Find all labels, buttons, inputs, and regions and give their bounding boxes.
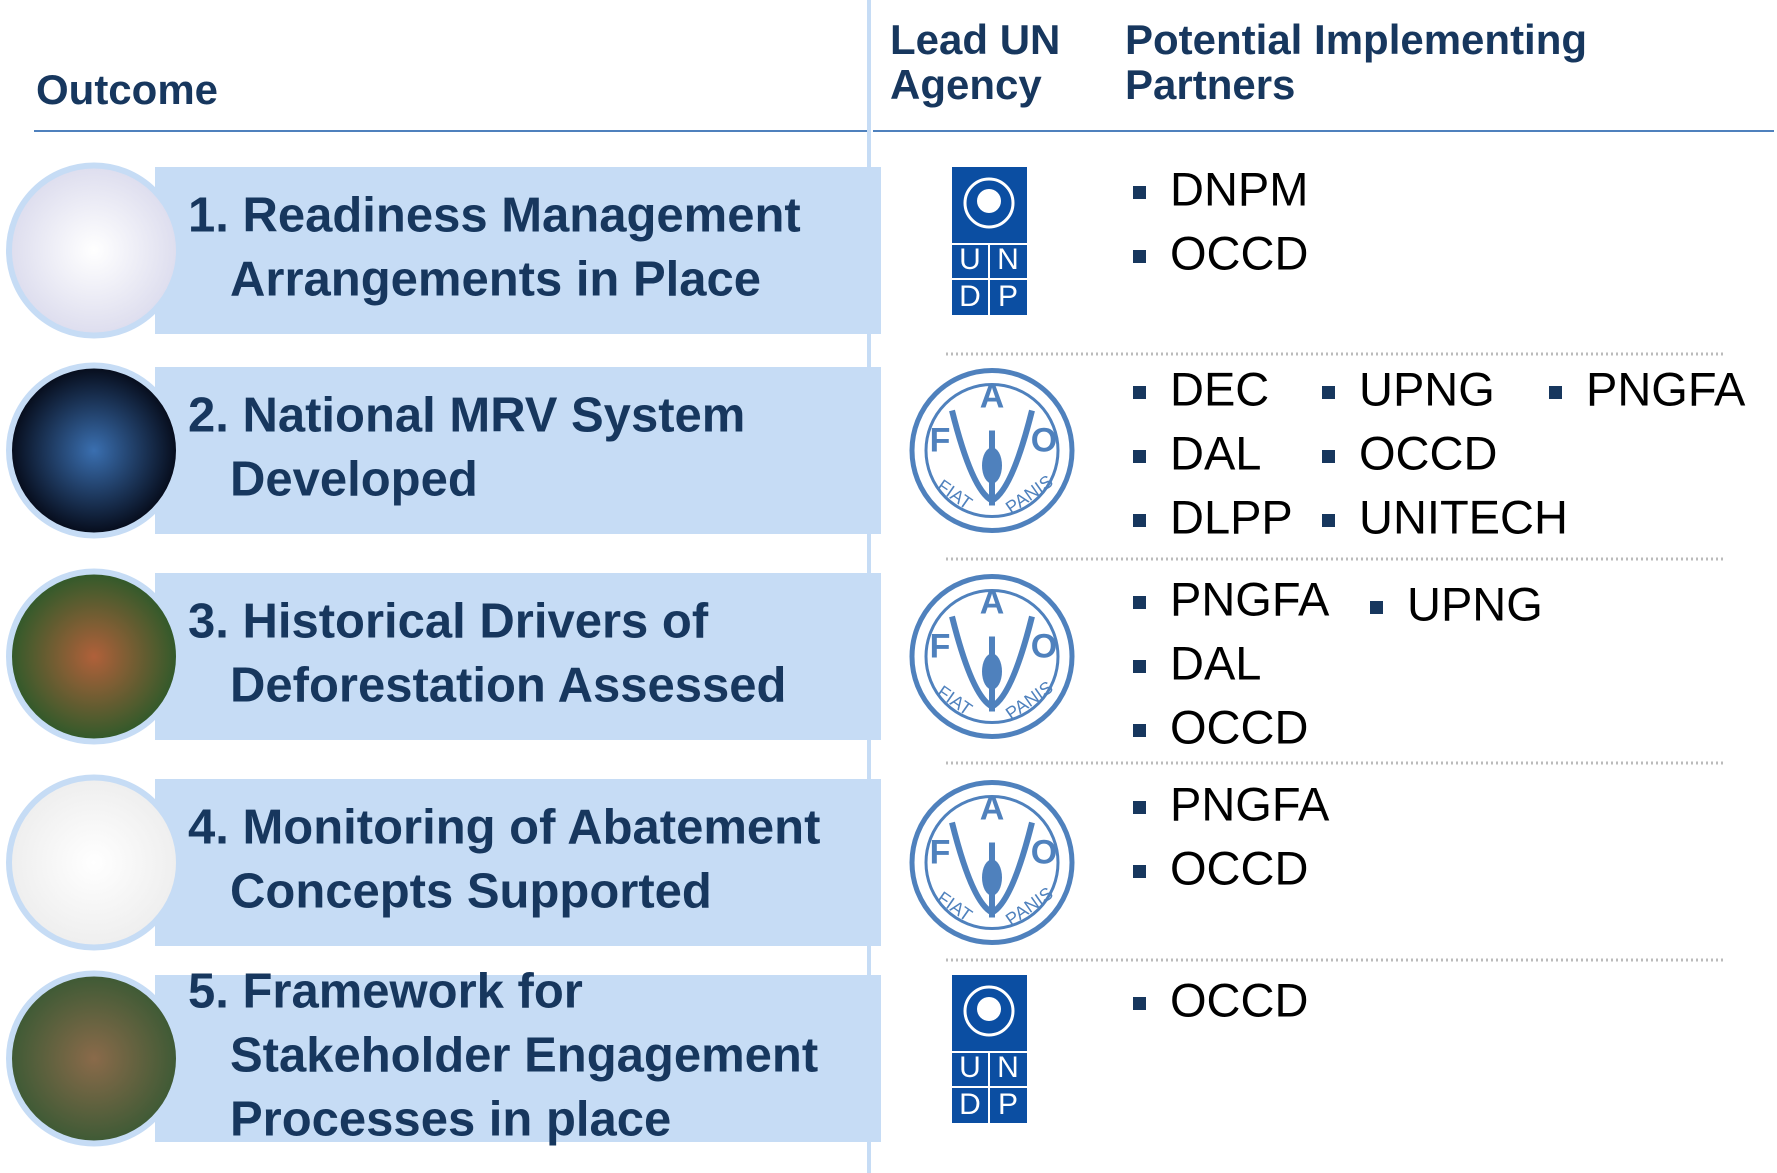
outcome-icon [6, 774, 182, 951]
header-agency: Agency [890, 61, 1042, 108]
outcome-band [155, 573, 881, 740]
partner: OCCD [1170, 841, 1308, 894]
bullet [1549, 386, 1562, 399]
partner: PNGFA [1586, 362, 1746, 415]
fao-letter: A [980, 377, 1005, 415]
bullet [1133, 514, 1146, 527]
fao-letter: O [1031, 421, 1057, 459]
outcome-title: 1. Readiness Management [188, 188, 801, 242]
partner: DAL [1170, 426, 1261, 479]
bullet [1133, 865, 1146, 878]
partner: OCCD [1170, 700, 1308, 753]
partner: DLPP [1170, 490, 1293, 543]
undp-emblem [963, 985, 1015, 1037]
undp-emblem [977, 189, 1001, 213]
outcome-title: 5. Framework for [188, 964, 583, 1018]
bullet [1322, 514, 1335, 527]
bullet [1133, 386, 1146, 399]
header-partners: Partners [1125, 61, 1295, 108]
outcome-band [155, 167, 881, 334]
outcome-icon [6, 362, 182, 539]
fao-letter: O [1031, 627, 1057, 665]
outcome-band [155, 975, 881, 1142]
header-agency: Lead UN [890, 16, 1060, 63]
outcome-band [155, 367, 881, 534]
bullet [1133, 450, 1146, 463]
partner: PNGFA [1170, 777, 1330, 830]
outcome-title: Processes in place [230, 1092, 671, 1146]
outcome-icon [6, 568, 182, 745]
undp-letter: N [997, 1051, 1019, 1084]
fao-ring [924, 795, 1060, 930]
outcome-icon [6, 970, 182, 1147]
partner: UPNG [1407, 577, 1543, 630]
undp-letter: D [959, 1088, 981, 1121]
partner: PNGFA [1170, 572, 1330, 625]
outcome-title: 4. Monitoring of Abatement [188, 800, 820, 854]
partner: DAL [1170, 636, 1261, 689]
undp-letter: D [959, 280, 981, 313]
fao-grain [982, 447, 1002, 484]
undp-letter: U [959, 1051, 981, 1084]
outcome-title: 2. National MRV System [188, 388, 745, 442]
undp-letter: N [997, 243, 1019, 276]
bullet [1133, 801, 1146, 814]
fao-ring [924, 589, 1060, 724]
partner: DEC [1170, 362, 1269, 415]
fao-ring [924, 383, 1060, 518]
bullet [1133, 186, 1146, 199]
fao-letter: O [1031, 833, 1057, 871]
bullet [1133, 724, 1146, 737]
outcome-title: Stakeholder Engagement [230, 1028, 818, 1082]
partner: UPNG [1359, 362, 1495, 415]
bullet [1133, 250, 1146, 263]
fao-letter: A [980, 583, 1005, 621]
outcome-title: Arrangements in Place [230, 252, 761, 306]
fao-letter: F [930, 421, 951, 459]
fao-letter: F [930, 833, 951, 871]
fao-grain [982, 859, 1002, 896]
outcome-title: Concepts Supported [230, 864, 712, 918]
partner: UNITECH [1359, 490, 1568, 543]
outcome-title: Developed [230, 452, 478, 506]
fao-letter: A [980, 789, 1005, 827]
undp-letter: P [998, 280, 1018, 313]
outcome-title: Deforestation Assessed [230, 658, 786, 712]
partner: OCCD [1359, 426, 1497, 479]
header-partners: Potential Implementing [1125, 16, 1587, 63]
undp-letter: P [998, 1088, 1018, 1121]
header-outcome: Outcome [36, 66, 218, 113]
bullet [1133, 596, 1146, 609]
bullet [1322, 450, 1335, 463]
bullet [1322, 386, 1335, 399]
undp-letter: U [959, 243, 981, 276]
bullet [1370, 601, 1383, 614]
outcome-band [155, 779, 881, 946]
bullet [1133, 997, 1146, 1010]
partner: OCCD [1170, 226, 1308, 279]
outcome-title: 3. Historical Drivers of [188, 594, 709, 648]
partner: DNPM [1170, 162, 1308, 215]
partner: OCCD [1170, 973, 1308, 1026]
bullet [1133, 660, 1146, 673]
fao-grain [982, 653, 1002, 690]
undp-emblem [963, 177, 1015, 229]
fao-letter: F [930, 627, 951, 665]
outcome-icon [6, 162, 182, 339]
undp-emblem [977, 997, 1001, 1021]
